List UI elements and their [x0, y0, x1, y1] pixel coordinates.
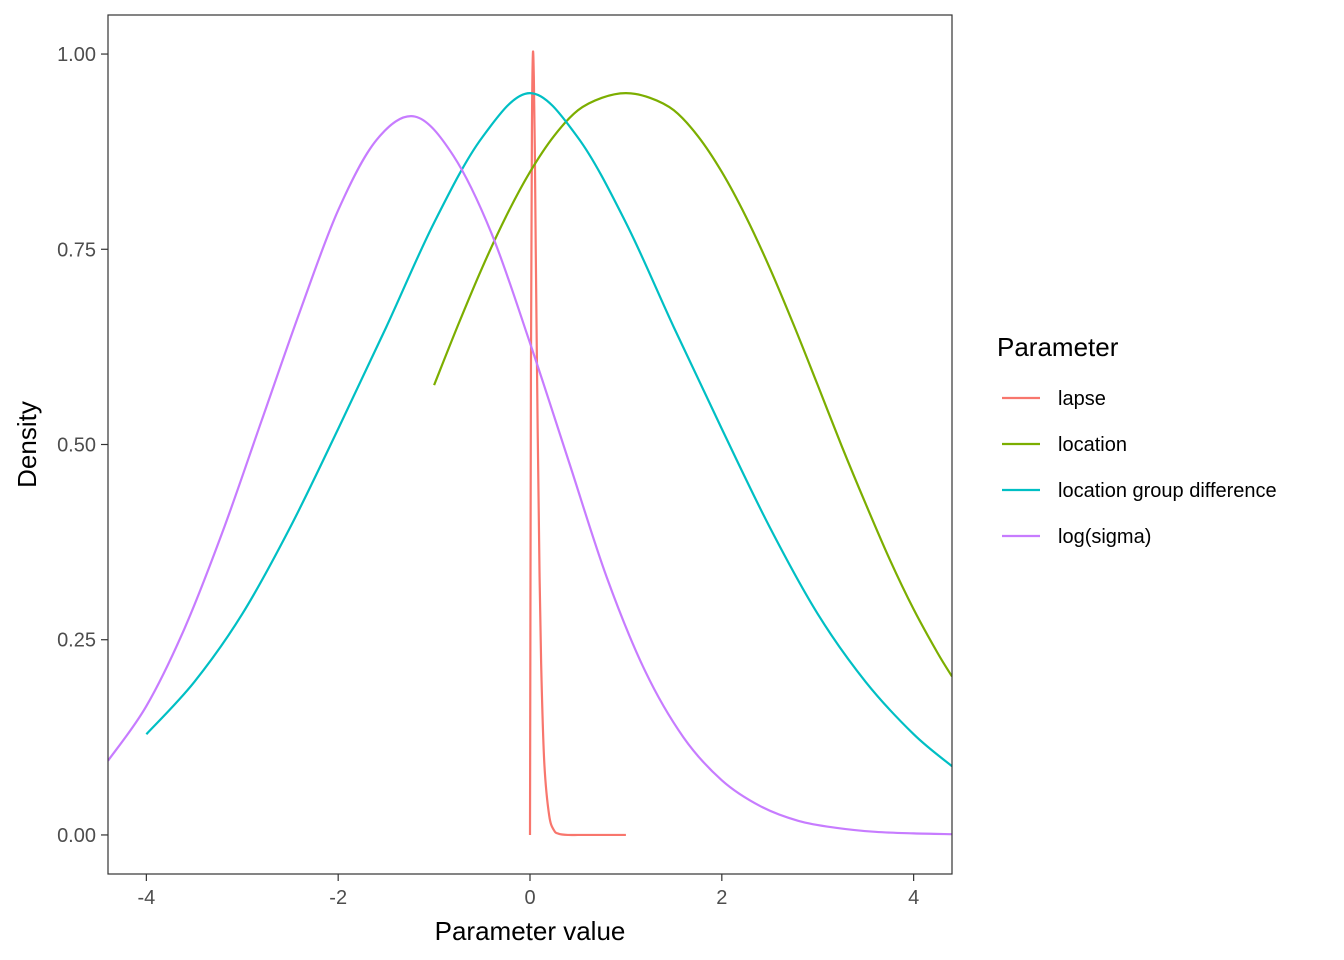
y-tick-label: 0.00 — [57, 825, 96, 847]
series-line-location — [433, 91, 952, 678]
y-tick-label: 0.50 — [57, 435, 96, 457]
series-line-location-group-difference — [145, 91, 952, 768]
legend-items: lapse location location group difference lo… — [1002, 388, 1277, 548]
x-tick-label: 2 — [716, 887, 727, 909]
series-line-log-sigma — [108, 115, 952, 836]
x-tick-label: 0 — [524, 887, 535, 909]
y-tick-label: 1.00 — [57, 44, 96, 66]
y-axis: 0.00 0.25 0.50 0.75 1.00 — [57, 44, 108, 847]
y-tick-label: 0.25 — [57, 630, 96, 652]
x-axis: -4 -2 0 2 4 — [137, 874, 919, 909]
y-axis-title: Density — [12, 401, 42, 488]
series-layer — [108, 50, 952, 837]
legend: Parameter lapse location location group di… — [997, 332, 1277, 548]
x-tick-label: -4 — [137, 887, 155, 909]
x-tick-label: 4 — [908, 887, 919, 909]
legend-label: location group difference — [1058, 480, 1277, 502]
x-tick-label: -2 — [329, 887, 347, 909]
legend-label: lapse — [1058, 388, 1106, 410]
legend-label: location — [1058, 434, 1127, 456]
legend-label: log(sigma) — [1058, 526, 1151, 548]
y-tick-label: 0.75 — [57, 239, 96, 261]
x-axis-title: Parameter value — [435, 916, 626, 946]
legend-title: Parameter — [997, 332, 1119, 362]
series-line-lapse — [528, 50, 626, 837]
